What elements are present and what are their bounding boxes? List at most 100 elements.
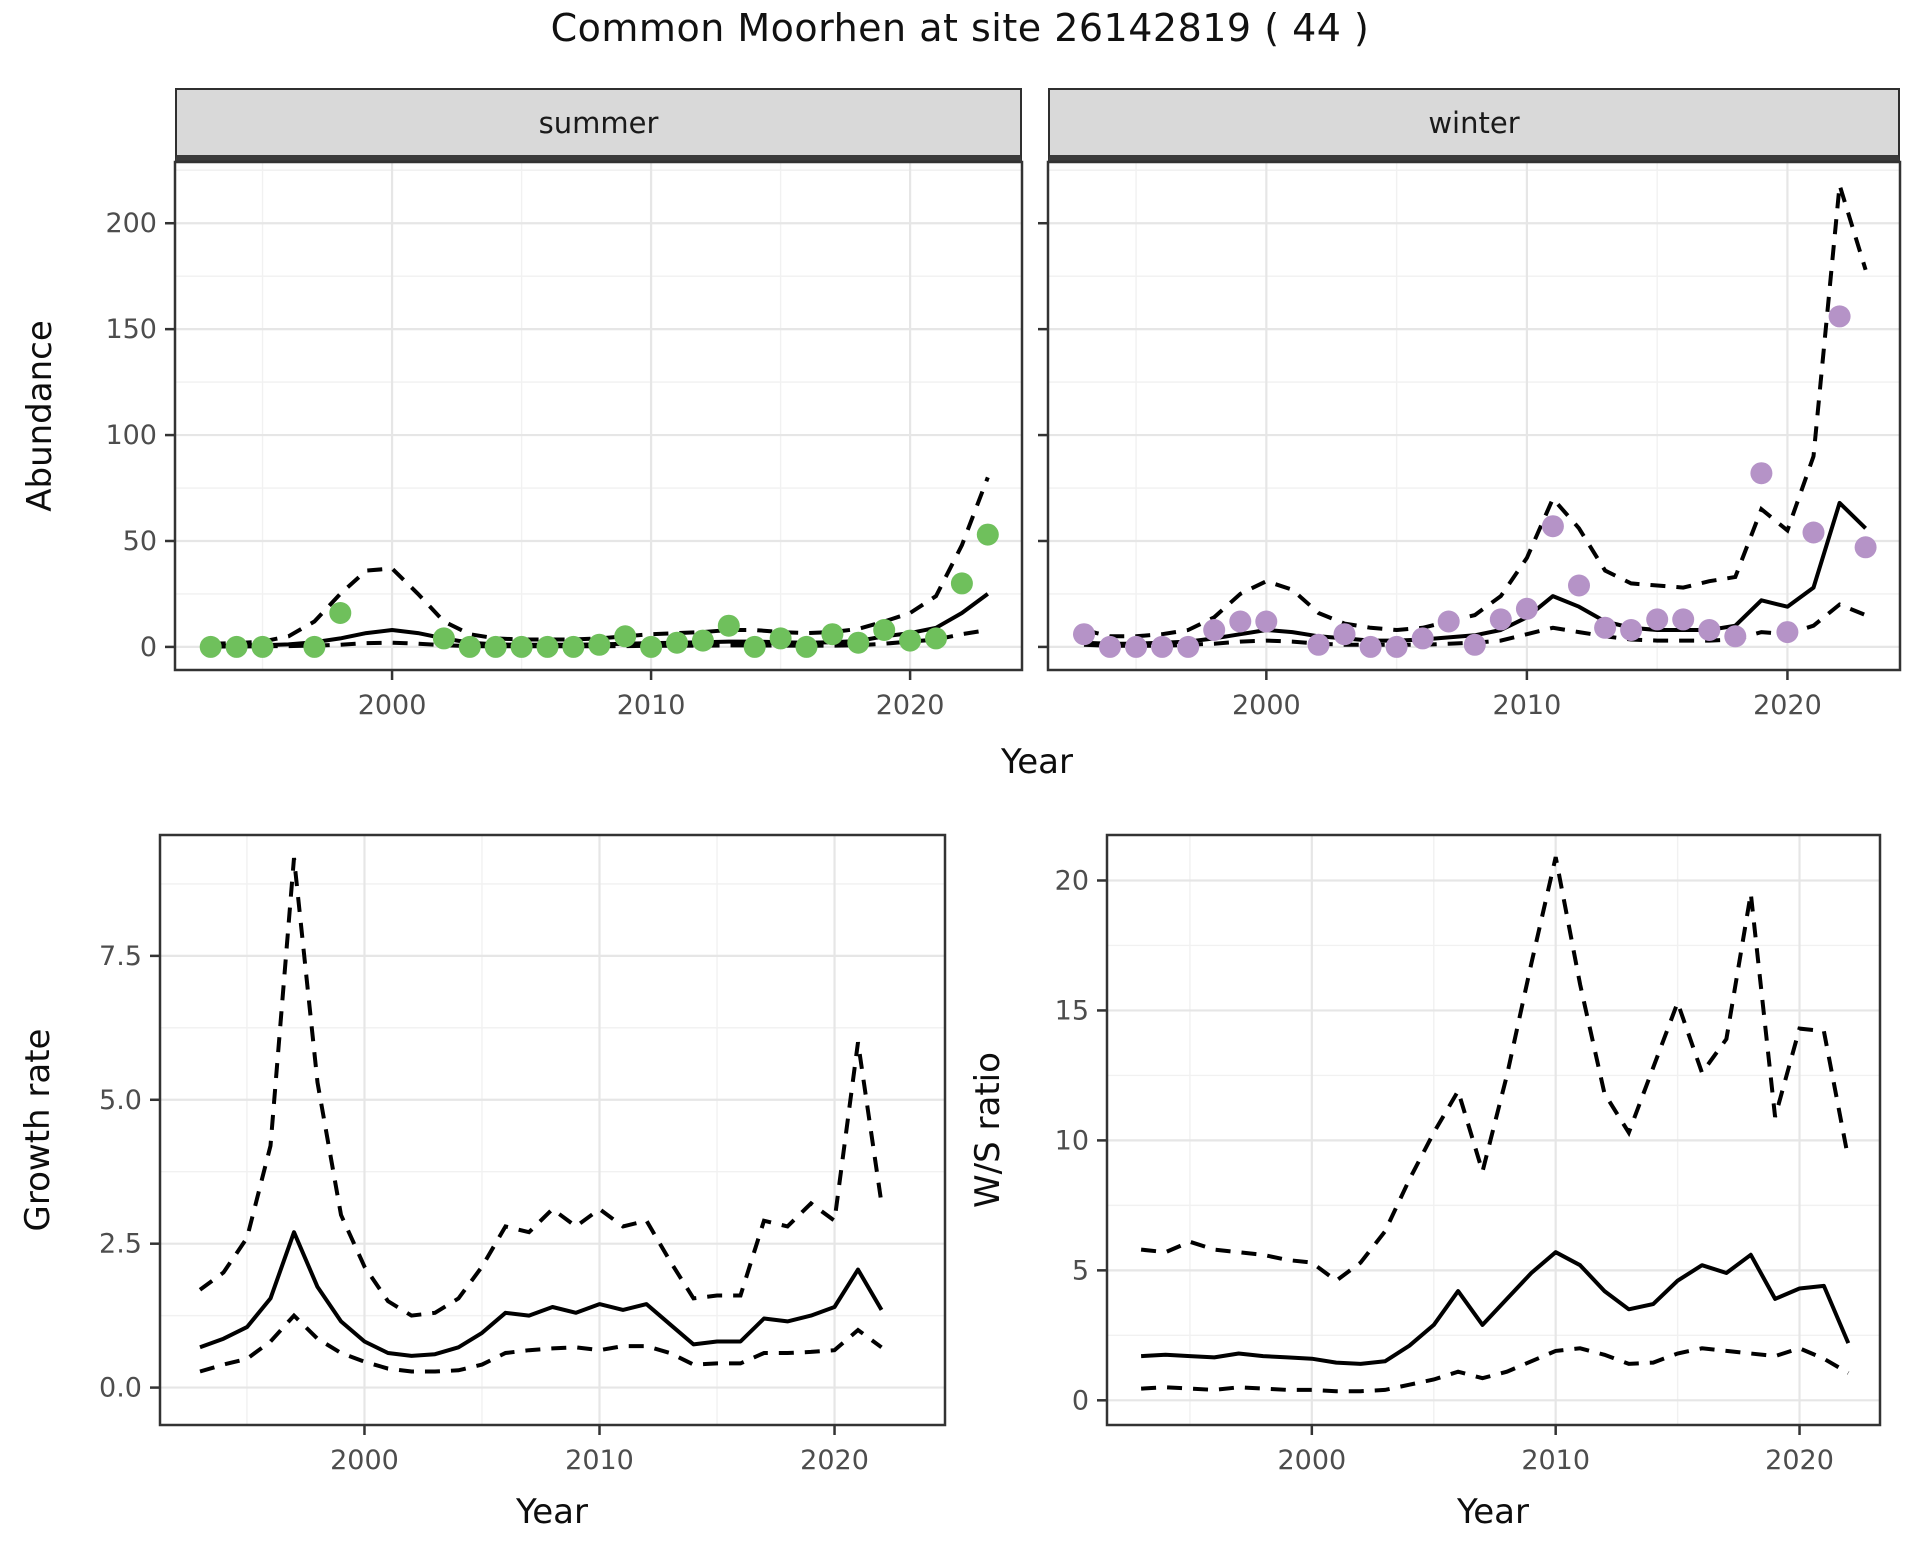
panel-background	[160, 835, 945, 1425]
data-point	[795, 635, 818, 658]
panel-background	[1107, 835, 1880, 1425]
data-points	[1073, 305, 1877, 658]
panel-background	[175, 162, 1022, 670]
data-point	[925, 627, 947, 650]
y-tick-label: 7.5	[99, 941, 142, 972]
data-point	[691, 629, 714, 652]
x-tick-label: 2010	[565, 1445, 634, 1476]
gridlines	[175, 162, 1022, 670]
data-point	[251, 635, 274, 658]
x-tick-label: 2000	[330, 1445, 399, 1476]
data-point	[588, 633, 611, 656]
data-point	[536, 635, 559, 658]
data-point	[1385, 635, 1408, 658]
data-point	[1151, 635, 1174, 658]
facet-label-winter: winter	[1428, 105, 1520, 140]
data-point	[1776, 621, 1799, 644]
data-point	[1099, 635, 1121, 658]
data-point	[743, 635, 766, 658]
upper-ci-line	[1140, 856, 1851, 1284]
data-point	[1828, 305, 1851, 328]
fit-line	[1140, 1250, 1851, 1366]
gridlines	[1107, 835, 1880, 1425]
data-point	[1594, 616, 1617, 639]
y-tick-label: 20	[1055, 865, 1089, 896]
panel-background	[1048, 162, 1900, 670]
data-point	[510, 635, 533, 658]
panel-border	[158, 833, 947, 1427]
x-tick-label: 2010	[1493, 690, 1562, 721]
y-tick-label: 0.0	[99, 1373, 142, 1404]
x-axis-title-year-growth: Year	[516, 1492, 588, 1532]
data-point	[640, 635, 663, 658]
data-point	[1203, 619, 1226, 641]
y-tick-label: 0	[1072, 1385, 1089, 1416]
y-tick-label: 15	[1055, 995, 1089, 1026]
panel-border	[1046, 160, 1902, 672]
data-point	[821, 623, 844, 646]
data-point	[1568, 574, 1590, 597]
fit-line	[199, 1230, 884, 1358]
data-point	[976, 523, 999, 546]
x-tick-label: 2010	[1521, 1445, 1590, 1476]
facet-strip-summer: summer	[175, 88, 1022, 162]
facet-strip-winter: winter	[1048, 88, 1900, 162]
data-point	[666, 631, 688, 654]
data-point	[1125, 635, 1148, 658]
data-point	[562, 635, 585, 658]
data-point	[329, 602, 352, 624]
data-point	[458, 635, 481, 658]
x-tick-label: 2020	[1765, 1445, 1834, 1476]
data-points	[199, 523, 999, 658]
data-point	[1489, 608, 1512, 631]
data-point	[614, 625, 637, 648]
axis-ticks: 2000 2010 2020	[1038, 221, 1822, 721]
data-point	[1073, 623, 1095, 646]
data-point	[899, 629, 922, 652]
x-tick-label: 2020	[1753, 690, 1822, 721]
data-point	[1698, 619, 1721, 641]
panel-border	[1105, 833, 1882, 1427]
data-point	[1255, 610, 1278, 633]
y-tick-label: 150	[105, 314, 157, 345]
y-axis-title-ws-ratio: W/S ratio	[968, 1052, 1008, 1208]
y-tick-label: 100	[105, 420, 157, 451]
y-tick-label: 10	[1055, 1125, 1089, 1156]
x-tick-label: 2000	[1277, 1445, 1346, 1476]
x-tick-label: 2010	[617, 690, 686, 721]
data-point	[1437, 610, 1460, 633]
x-axis-title-year-top: Year	[1001, 742, 1073, 782]
upper-ci-line	[1083, 184, 1868, 639]
axis-ticks: 2000 2010 2020 0 50 100 150 200	[105, 208, 944, 721]
x-tick-label: 2000	[358, 690, 427, 721]
data-point	[1620, 619, 1643, 641]
y-axis-title-abundance: Abundance	[20, 320, 60, 512]
data-point	[769, 627, 792, 650]
x-tick-label: 2000	[1232, 690, 1301, 721]
axis-ticks: 2000 2010 2020 0.0 2.5 5.0 7.5	[99, 941, 869, 1476]
y-axis-title-growth-rate: Growth rate	[18, 1028, 58, 1232]
data-point	[1646, 608, 1669, 631]
data-point	[1515, 597, 1538, 620]
data-point	[1177, 635, 1200, 658]
data-point	[303, 635, 326, 658]
data-point	[1359, 635, 1382, 658]
data-point	[847, 631, 870, 654]
data-point	[1750, 462, 1773, 485]
data-point	[1724, 625, 1747, 648]
data-point	[225, 635, 248, 658]
panel-growth-rate: 2000 2010 2020 0.0 2.5 5.0 7.5	[99, 833, 947, 1476]
data-point	[1802, 521, 1825, 544]
x-tick-label: 2020	[876, 690, 945, 721]
panel-abundance-winter: 2000 2010 2020	[1038, 160, 1902, 721]
data-point	[950, 572, 973, 595]
panel-abundance-summer: 2000 2010 2020 0 50 100 150 200	[105, 160, 1024, 721]
data-point	[199, 635, 222, 658]
y-tick-label: 50	[123, 526, 157, 557]
data-point	[432, 627, 455, 650]
y-tick-label: 5.0	[99, 1085, 142, 1116]
y-tick-label: 2.5	[99, 1229, 142, 1260]
data-point	[1411, 627, 1434, 650]
